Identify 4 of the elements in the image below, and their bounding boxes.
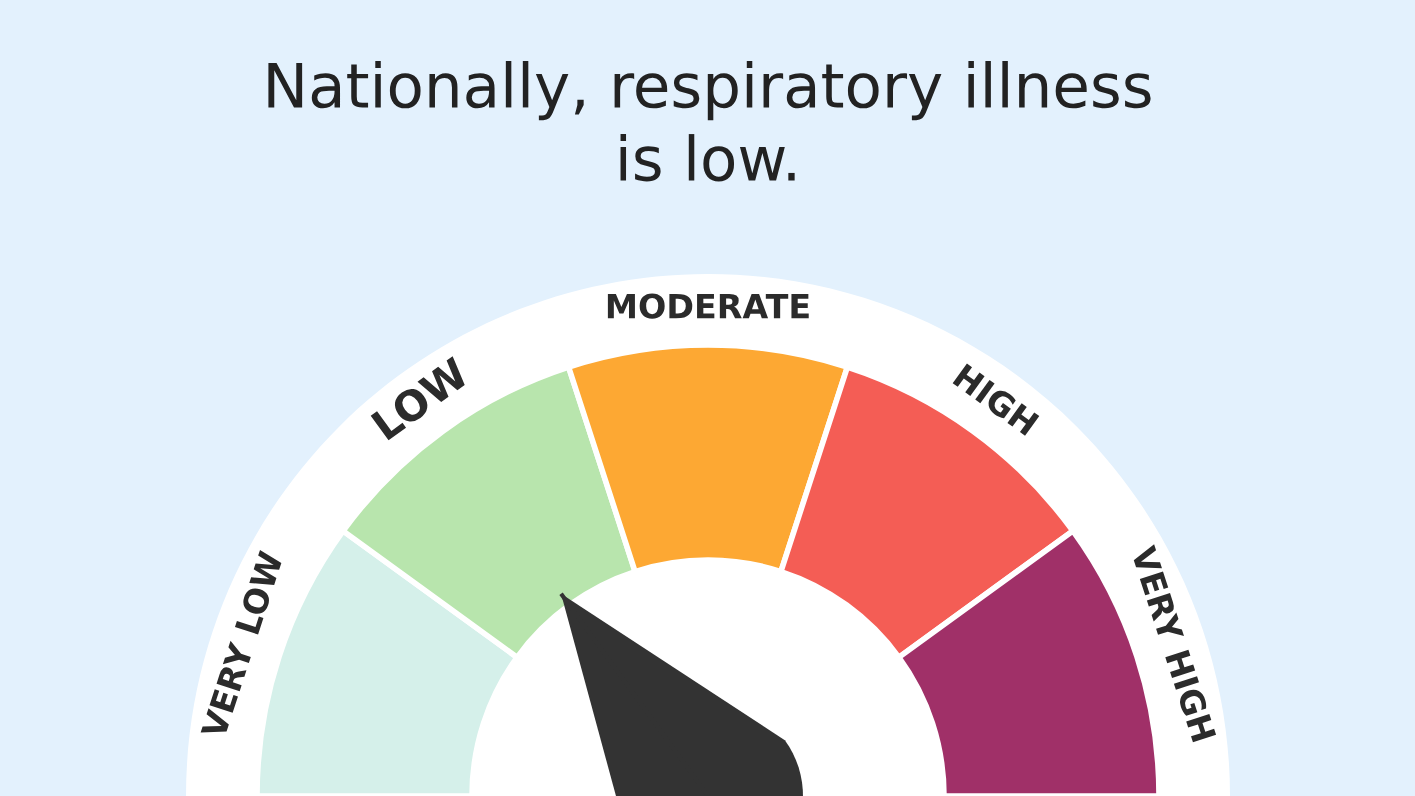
slice-label: MODERATE [607,293,809,319]
slice-label: VERY LOW [200,549,284,741]
slice-label: VERY HIGH [1130,544,1217,743]
chart-title: Nationally, respiratory illness is low. [268,61,1151,182]
